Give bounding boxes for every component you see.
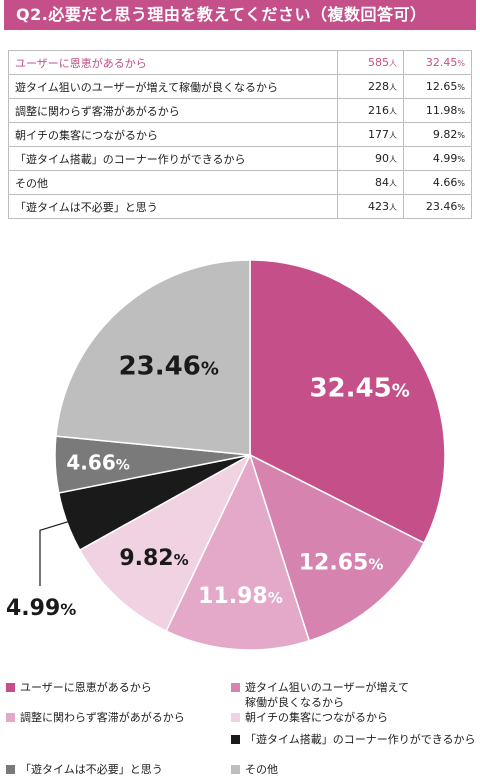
legend-item: 遊タイム狙いのユーザーが増えて 稼働が良くなるから — [231, 680, 409, 710]
table-row: その他 84人 4.66% — [7, 170, 472, 195]
slice-label: 12.65% — [299, 551, 384, 576]
table-row: ユーザーに恩恵があるから 585人 32.45% — [7, 50, 472, 75]
legend-item: 「遊タイム搭載」のコーナー作りができるから — [231, 732, 476, 747]
legend-swatch — [231, 683, 240, 692]
legend-label: その他 — [245, 763, 278, 776]
row-count: 216人 — [337, 98, 404, 123]
row-count: 228人 — [337, 74, 404, 99]
legend-swatch — [231, 713, 240, 722]
row-percent: 12.65% — [403, 74, 472, 99]
legend-item: その他 — [231, 762, 278, 777]
table-row: 「遊タイム搭載」のコーナー作りができるから 90人 4.99% — [7, 146, 472, 171]
legend-swatch — [6, 683, 15, 692]
row-percent: 23.46% — [403, 194, 472, 219]
legend-swatch — [6, 713, 15, 722]
row-label: 「遊タイムは不必要」と思う — [7, 194, 338, 219]
table-row: 朝イチの集客につながるから 177人 9.82% — [7, 122, 472, 147]
legend-label: 調整に関わらず客滞があがるから — [20, 711, 185, 724]
pie-slice — [248, 453, 426, 642]
row-percent: 4.99% — [403, 146, 472, 171]
row-count: 585人 — [337, 50, 404, 75]
table-row: 「遊タイムは不必要」と思う 423人 23.46% — [7, 194, 472, 219]
leader-line — [39, 519, 73, 586]
legend-item: 調整に関わらず客滞があがるから — [6, 710, 185, 725]
legend-label: 「遊タイム搭載」のコーナー作りができるから — [245, 733, 476, 746]
pie-slice — [249, 259, 446, 544]
legend-item: 「遊タイムは不必要」と思う — [6, 762, 163, 777]
legend-label: 朝イチの集客につながるから — [245, 711, 388, 724]
legend-item: ユーザーに恩恵があるから — [6, 680, 152, 695]
row-count: 84人 — [337, 170, 404, 195]
row-label: 朝イチの集客につながるから — [7, 122, 338, 147]
callout-label: 4.99% — [6, 596, 77, 621]
legend-label: 遊タイム狙いのユーザーが増えて 稼働が良くなるから — [245, 681, 410, 709]
row-label: 遊タイム狙いのユーザーが増えて稼働が良くなるから — [7, 74, 338, 99]
row-count: 177人 — [337, 122, 404, 147]
legend-label: 「遊タイムは不必要」と思う — [20, 763, 163, 776]
slice-label: 11.98% — [198, 584, 283, 609]
page-title: Q2.必要だと思う理由を教えてください（複数回答可） — [4, 0, 476, 30]
slice-label: 9.82% — [119, 546, 188, 571]
slice-label: 4.66% — [66, 451, 129, 475]
table-row: 調整に関わらず客滞があがるから 216人 11.98% — [7, 98, 472, 123]
pie-slice — [165, 452, 311, 651]
legend-swatch — [6, 765, 15, 774]
row-percent: 9.82% — [403, 122, 472, 147]
legend-item: 朝イチの集客につながるから — [231, 710, 388, 725]
legend-swatch — [231, 735, 240, 744]
slice-label: 23.46% — [119, 352, 219, 382]
row-label: ユーザーに恩恵があるから — [7, 50, 338, 75]
legend-swatch — [231, 765, 240, 774]
row-label: その他 — [7, 170, 338, 195]
row-percent: 4.66% — [403, 170, 472, 195]
slice-label: 32.45% — [309, 374, 409, 404]
table-row: 遊タイム狙いのユーザーが増えて稼働が良くなるから 228人 12.65% — [7, 74, 472, 99]
legend-label: ユーザーに恩恵があるから — [20, 681, 152, 694]
row-label: 調整に関わらず客滞があがるから — [7, 98, 338, 123]
pie-chart: 32.45% 12.65% 11.98% 9.82% 4.66% 23.46% — [39, 259, 446, 651]
row-percent: 11.98% — [403, 98, 472, 123]
pie-slice — [55, 259, 251, 456]
results-table: ユーザーに恩恵があるから 585人 32.45% 遊タイム狙いのユーザーが増えて稼働が… — [7, 50, 472, 219]
row-count: 423人 — [337, 194, 404, 219]
row-count: 90人 — [337, 146, 404, 171]
row-label: 「遊タイム搭載」のコーナー作りができるから — [7, 146, 338, 171]
row-percent: 32.45% — [403, 50, 472, 75]
pie-slice — [78, 453, 252, 633]
